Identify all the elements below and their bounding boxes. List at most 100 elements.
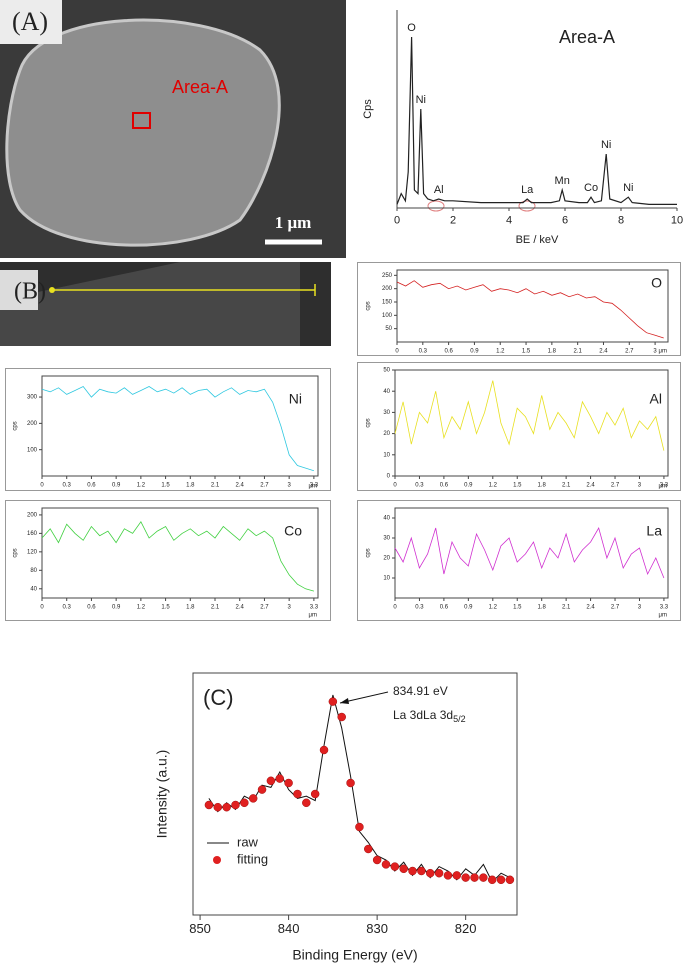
panel-frame [357, 262, 681, 356]
y-axis-label: Cps [362, 99, 374, 119]
y-axis-label: cps [366, 301, 372, 310]
arrow-head [340, 698, 349, 704]
chart-title: Co [284, 523, 302, 539]
x-tick-label: 0 [394, 215, 400, 227]
x-tick-label: 850 [189, 921, 211, 936]
chart-title: La [646, 523, 662, 539]
x-tick-label: 0.9 [112, 482, 121, 488]
fit-marker [346, 778, 355, 788]
y-tick-label: 250 [382, 273, 393, 279]
fit-marker [417, 866, 426, 876]
x-tick-label: 0.6 [440, 604, 449, 610]
x-tick-label: 0 [393, 482, 397, 488]
x-tick-label: 0.6 [87, 482, 96, 488]
fit-marker [328, 697, 338, 706]
annotation: 834.91 eV [393, 684, 448, 698]
x-tick-label: 1.8 [538, 482, 547, 488]
x-tick-label: 0.9 [112, 604, 121, 610]
fit-marker [240, 798, 249, 808]
peak-label: Al [434, 184, 444, 196]
plot-frame [394, 507, 669, 599]
y-tick-label: 100 [27, 447, 38, 453]
fit-marker [257, 785, 267, 794]
x-tick-label: 2.1 [562, 604, 571, 610]
fit-marker [461, 873, 470, 882]
plot-frame [41, 507, 319, 599]
x-tick-label: 1.8 [538, 604, 547, 610]
fit-marker [319, 745, 329, 755]
x-tick-label: 0 [395, 348, 399, 354]
fit-marker [390, 862, 400, 871]
x-tick-label: 1.5 [161, 482, 170, 488]
chart: 0 0.3 0.6 0.9 1.2 1.5 1.8 2.1 2.4 2.7 3 50 100 150 200… [366, 269, 669, 355]
y-tick-label: 160 [27, 531, 38, 537]
fit-marker [434, 868, 444, 878]
y-axis-label: cps [366, 548, 372, 557]
x-tick-label: 2.7 [260, 604, 269, 610]
annotation-text: La 3d [423, 708, 453, 722]
x-tick-label: 1.2 [489, 604, 498, 610]
x-tick-label: 0.3 [63, 482, 72, 488]
y-tick-label: 30 [383, 536, 390, 542]
x-tick-label: 2.7 [625, 348, 634, 354]
fit-marker [505, 875, 515, 885]
plot-frame [192, 672, 518, 916]
x-tick-label: 1.8 [186, 604, 195, 610]
sem-image-a: (A) Area-A 1 μm [0, 0, 346, 258]
area-marker [132, 112, 151, 129]
fit-marker [452, 871, 462, 880]
peak-label: Ni [416, 94, 426, 106]
fit-marker [213, 802, 223, 812]
fit-marker [222, 802, 231, 812]
panel-label: (C) [203, 685, 234, 710]
x-tick-label: 2.1 [211, 604, 220, 610]
y-tick-label: 50 [383, 368, 390, 374]
x-tick-label: 0 [40, 482, 44, 488]
sem-band [0, 262, 300, 346]
fit-marker [496, 875, 506, 885]
x-tick-label: 10 [671, 215, 683, 227]
y-tick-label: 50 [385, 326, 392, 332]
x-axis-label: μm [659, 349, 667, 355]
chart-title: Ni [289, 391, 302, 407]
chart-title: Al [650, 391, 662, 407]
y-tick-label: 20 [383, 431, 390, 437]
peak-label: O [407, 22, 416, 34]
x-tick-label: 3 [287, 604, 291, 610]
plot-frame [396, 269, 669, 343]
chart: 850 840 830 820 (C) Binding Energy (eV) Intens… [154, 672, 518, 963]
fit-marker [443, 871, 453, 880]
chart: 0 0.3 0.6 0.9 1.2 1.5 1.8 2.1 2.4 2.7 3 3.3 100 200 30… [13, 375, 319, 490]
chart-title: O [651, 275, 662, 291]
legend-marker [213, 856, 221, 864]
peak-label: Mn [555, 175, 570, 187]
fit-marker [425, 868, 435, 878]
fit-marker [231, 800, 240, 810]
x-tick-label: 6 [562, 215, 568, 227]
x-tick-label: 2.4 [236, 604, 245, 610]
fit-marker [337, 712, 346, 722]
y-tick-label: 40 [30, 586, 37, 592]
fit-marker [470, 873, 479, 882]
x-tick-label: 0 [393, 604, 397, 610]
y-axis-label: Intensity (a.u.) [154, 750, 170, 839]
y-tick-label: 40 [383, 389, 390, 395]
x-tick-label: 0 [40, 604, 44, 610]
fit-marker [275, 774, 285, 783]
y-tick-label: 200 [27, 421, 38, 427]
x-tick-label: 2.7 [611, 604, 620, 610]
x-axis-label: μm [659, 613, 667, 619]
x-tick-label: 0.9 [464, 482, 473, 488]
x-tick-label: 2.7 [260, 482, 269, 488]
y-tick-label: 40 [383, 516, 390, 522]
x-tick-label: 0.6 [440, 482, 449, 488]
legend-label: raw [237, 834, 259, 849]
x-tick-label: 2.4 [236, 482, 245, 488]
panel-label: (B) [14, 279, 46, 305]
x-tick-label: 1.5 [513, 604, 522, 610]
label-box [0, 0, 62, 44]
fit-marker [302, 798, 311, 808]
chart: 0 2 4 6 8 10 Area-A BE / keV Cps O Ni Al La Mn Co Ni Ni [362, 10, 683, 246]
chart: 0 0.3 0.6 0.9 1.2 1.5 1.8 2.1 2.4 2.7 3 3.3 10 20 30 40… [366, 507, 669, 619]
